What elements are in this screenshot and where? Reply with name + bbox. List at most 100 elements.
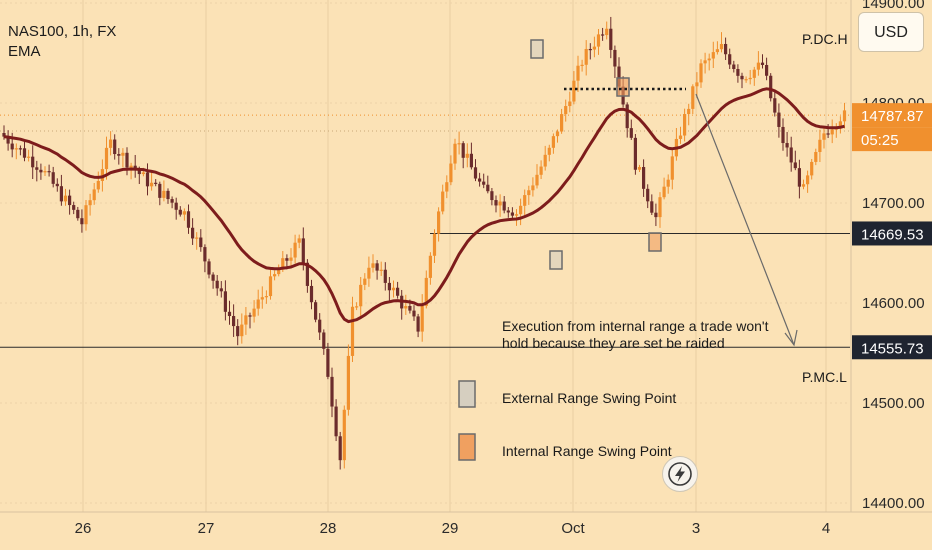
candle-body-84	[346, 355, 350, 410]
price-tick-5: 14400.00	[862, 495, 925, 512]
candle-body-131	[539, 166, 543, 175]
candle-body-11	[47, 171, 51, 173]
candle-body-108	[445, 182, 449, 192]
candle-body-161	[662, 186, 666, 198]
candle-body-145	[596, 34, 601, 47]
candle-body-89	[367, 267, 371, 279]
candle-body-19	[80, 218, 84, 225]
price-label-2: 14669.53	[861, 226, 924, 243]
drawings	[564, 87, 798, 347]
candle-body-176	[724, 43, 728, 55]
candle-body-63	[260, 297, 264, 300]
candle-body-204	[838, 121, 842, 128]
candle-body-72	[297, 238, 301, 243]
candle-body-156	[642, 167, 646, 189]
candle-body-7	[31, 156, 35, 168]
candle-body-150	[617, 66, 621, 87]
annotation-line-1: Execution from internal range a trade wo…	[502, 318, 769, 334]
candle-body-170	[699, 63, 703, 83]
candle-body-79	[326, 348, 330, 377]
swing-point-markers	[530, 39, 662, 270]
candle-body-111	[457, 143, 461, 145]
candle-body-179	[736, 69, 740, 76]
candle-body-183	[752, 69, 756, 78]
currency-button[interactable]: USD	[858, 12, 924, 52]
internal-swing-marker-2	[616, 77, 630, 97]
candle-body-23	[96, 180, 100, 190]
candle-body-77	[318, 319, 322, 333]
candle-body-197	[810, 161, 814, 176]
candle-body-100	[412, 310, 416, 317]
candle-body-78	[322, 332, 326, 349]
candle-body-192	[789, 147, 793, 163]
price-label-bg-3	[852, 335, 932, 360]
price-axis[interactable]: 14900.0014800.0014700.0014600.0014500.00…	[850, 0, 925, 512]
candle-body-88	[363, 278, 367, 285]
candle-body-38	[158, 183, 162, 198]
candle-body-134	[551, 136, 555, 148]
candle-body-160	[658, 197, 662, 218]
candle-body-196	[806, 175, 810, 185]
candle-body-167	[687, 108, 691, 115]
candle-body-81	[334, 406, 338, 437]
candle-body-30	[125, 152, 129, 168]
candle-body-132	[543, 154, 547, 167]
candle-body-155	[637, 167, 642, 170]
candle-body-86	[355, 306, 359, 308]
candle-body-70	[289, 257, 293, 261]
candle-body-64	[264, 296, 268, 298]
candle-body-5	[22, 148, 27, 158]
candle-body-74	[305, 262, 309, 286]
candles	[2, 16, 847, 470]
candle-body-113	[465, 153, 469, 158]
candle-body-175	[719, 43, 724, 50]
candle-body-146	[601, 34, 605, 36]
candle-body-182	[748, 77, 752, 80]
candle-body-17	[72, 205, 76, 210]
candle-body-2	[10, 143, 14, 150]
candle-body-200	[822, 133, 826, 140]
candle-body-61	[252, 308, 256, 317]
candle-body-96	[396, 287, 400, 296]
candle-body-18	[76, 209, 80, 219]
candle-body-47	[195, 237, 199, 239]
price-tick-3: 14600.00	[862, 295, 925, 312]
candle-body-172	[707, 58, 711, 61]
candle-body-12	[51, 172, 55, 184]
price-label-bg-0	[852, 103, 932, 128]
candle-body-140	[576, 65, 580, 81]
candle-body-93	[383, 269, 387, 283]
candle-body-158	[650, 201, 654, 213]
candle-body-65	[268, 276, 273, 297]
candle-body-105	[432, 233, 437, 256]
candle-body-117	[482, 181, 486, 185]
candle-body-42	[174, 202, 178, 210]
candle-body-50	[207, 261, 211, 275]
candle-body-153	[629, 128, 633, 138]
candle-body-144	[592, 46, 596, 50]
candle-body-80	[330, 376, 334, 407]
time-tick-4: Oct	[561, 520, 585, 537]
candle-body-198	[814, 152, 818, 162]
candle-body-122	[502, 201, 506, 211]
candle-body-73	[301, 238, 305, 263]
candle-body-136	[560, 114, 564, 132]
price-label-0: 14787.87	[861, 108, 924, 125]
candle-body-58	[240, 324, 244, 337]
candle-body-194	[797, 168, 801, 187]
external-swing-marker-0	[530, 39, 544, 59]
chart-header: NAS100, 1h, FX EMA	[8, 22, 116, 62]
candle-body-75	[309, 285, 314, 303]
lightning-icon[interactable]	[662, 456, 698, 492]
candle-body-69	[285, 258, 289, 261]
candle-body-178	[732, 64, 736, 70]
time-tick-3: 29	[442, 520, 459, 537]
candle-body-52	[215, 280, 219, 289]
candle-body-135	[555, 131, 560, 137]
candle-body-124	[510, 212, 514, 216]
time-axis[interactable]: 26 27 28 29 Oct 3 4	[0, 511, 932, 537]
candle-body-106	[437, 211, 441, 234]
price-label-bg-2	[852, 221, 932, 246]
candle-body-6	[27, 156, 31, 158]
